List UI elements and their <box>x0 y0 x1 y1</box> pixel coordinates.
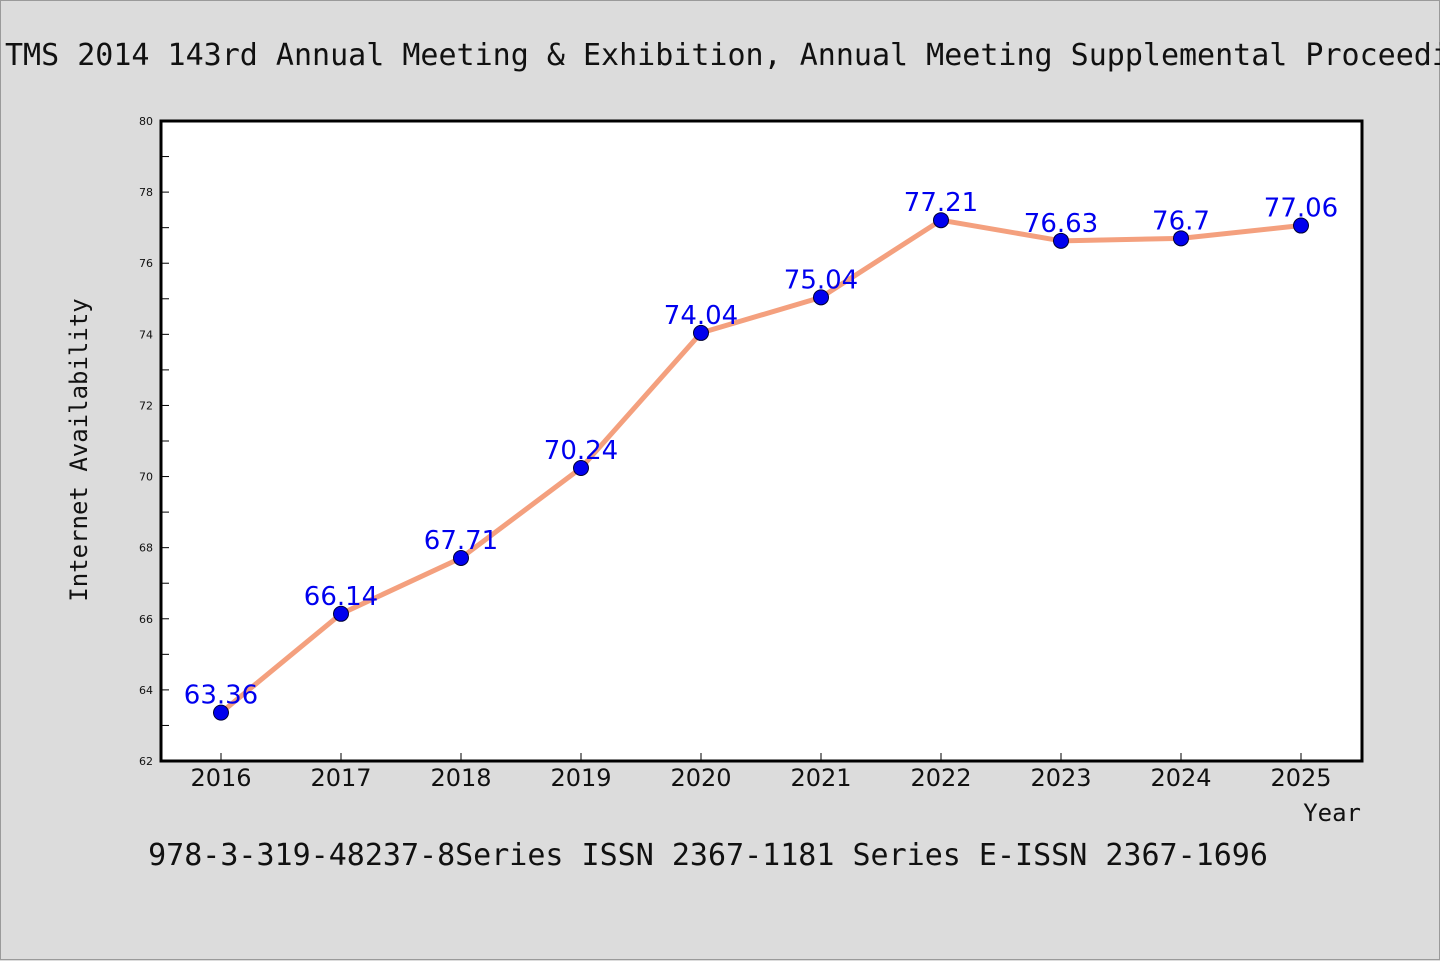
data-point <box>1053 232 1069 249</box>
data-labels: 63.36 66.14 67.71 70.24 74.04 75.04 77.21 76.63… <box>184 188 1338 710</box>
data-label: 66.14 <box>304 582 378 612</box>
y-tick-label: 76 <box>139 257 153 270</box>
data-label: 70.24 <box>544 436 618 466</box>
series-line <box>219 217 1302 715</box>
x-tick-label: 2016 <box>190 764 251 792</box>
y-tick-label: 68 <box>139 542 153 555</box>
y-tick-label: 80 <box>139 115 153 128</box>
x-tick-label: 2020 <box>670 764 731 792</box>
x-tick-label: 2018 <box>430 764 491 792</box>
plot-area <box>159 119 1364 763</box>
y-axis-ticks: 62 64 66 68 70 72 74 76 78 80 <box>139 115 169 768</box>
y-tick-label: 64 <box>139 684 153 697</box>
x-tick-label: 2021 <box>790 764 851 792</box>
x-tick-label: 2024 <box>1150 764 1211 792</box>
y-tick-label: 62 <box>139 755 153 768</box>
data-label: 77.21 <box>904 188 978 218</box>
y-axis-label: Internet Availability <box>65 298 93 601</box>
data-point <box>1173 230 1189 247</box>
x-axis-ticks: 2016 2017 2018 2019 2020 2021 2022 2023 2024 2025 <box>190 753 1332 792</box>
y-tick-label: 78 <box>139 186 153 199</box>
data-point <box>573 460 589 477</box>
chart-title: TMS 2014 143rd Annual Meeting & Exhibiti… <box>5 38 1440 73</box>
data-point <box>1293 217 1309 234</box>
y-tick-label: 66 <box>139 613 153 626</box>
data-point <box>453 549 469 566</box>
data-label: 75.04 <box>784 265 858 295</box>
x-tick-label: 2019 <box>550 764 611 792</box>
data-point <box>213 704 229 721</box>
data-label: 76.63 <box>1024 209 1098 239</box>
data-point <box>693 324 709 341</box>
y-tick-label: 74 <box>139 328 153 341</box>
data-label: 67.71 <box>424 526 498 556</box>
data-label: 74.04 <box>664 301 738 331</box>
data-point <box>813 289 829 306</box>
data-point <box>933 212 949 229</box>
x-tick-label: 2025 <box>1270 764 1331 792</box>
data-markers <box>213 212 1309 721</box>
x-axis-label: Year <box>1303 799 1361 827</box>
data-label: 63.36 <box>184 681 258 711</box>
data-label: 77.06 <box>1264 194 1338 224</box>
x-tick-label: 2022 <box>910 764 971 792</box>
x-tick-label: 2017 <box>310 764 371 792</box>
y-tick-label: 72 <box>139 399 153 412</box>
y-tick-label: 70 <box>139 471 153 484</box>
data-point <box>333 605 349 622</box>
x-tick-label: 2023 <box>1030 764 1091 792</box>
chart-footer: 978-3-319-48237-8Series ISSN 2367-1181 S… <box>148 838 1268 873</box>
data-label: 76.7 <box>1152 206 1210 236</box>
